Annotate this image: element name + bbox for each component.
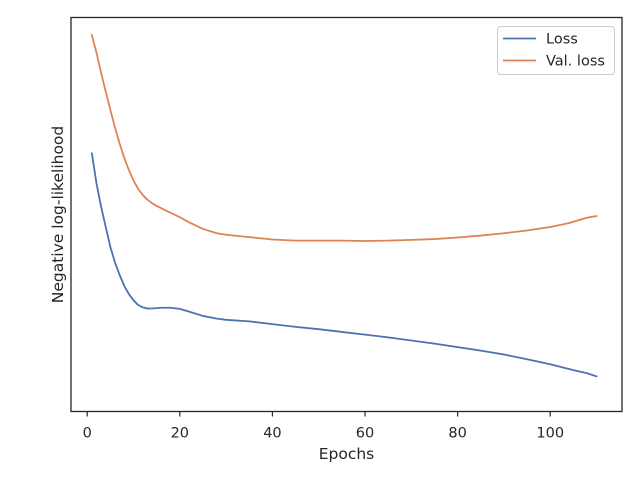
x-tick-label: 60 (356, 426, 374, 442)
x-axis-label: Epochs (319, 445, 375, 463)
series-layer (90, 34, 598, 378)
series-line-loss (90, 152, 598, 378)
x-tick-label: 80 (448, 426, 466, 442)
plot-frame (70, 16, 623, 413)
y-axis-label: Negative log-likelihood (49, 126, 67, 304)
legend: Loss Val. loss (497, 26, 615, 75)
x-axis-ticks: 0 20 40 60 80 100 (83, 411, 564, 442)
x-tick-label: 40 (263, 426, 281, 442)
legend-label-val-loss: Val. loss (546, 54, 605, 70)
legend-label-loss: Loss (546, 32, 578, 48)
x-tick-label: 0 (83, 426, 92, 442)
series-line-val-loss (90, 34, 598, 242)
x-tick-label: 100 (536, 426, 564, 442)
x-tick-label: 20 (171, 426, 189, 442)
